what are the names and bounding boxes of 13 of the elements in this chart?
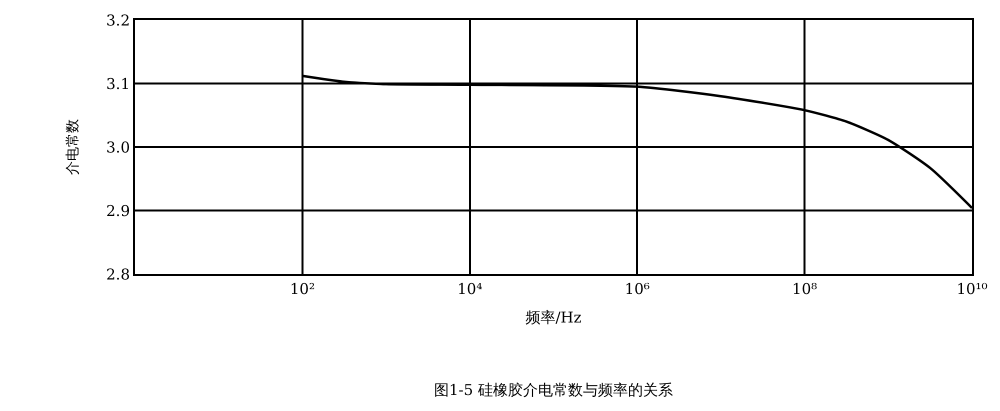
- y-tick-label: 2.9: [106, 202, 130, 220]
- x-tick-label: 10⁸: [792, 280, 818, 298]
- x-tick-label: 10¹⁰: [956, 280, 988, 298]
- y-tick-label: 3.0: [106, 138, 130, 156]
- y-tick-label: 3.2: [106, 11, 130, 30]
- x-tick-label: 10⁴: [457, 280, 482, 298]
- y-tick-label: 2.8: [106, 265, 130, 284]
- x-tick-label: 10²: [290, 280, 315, 298]
- caption: 图1-5 硅橡胶介电常数与频率的关系: [434, 381, 673, 399]
- y-axis-title: 介电常数: [65, 119, 82, 175]
- y-tick-label: 3.1: [106, 74, 130, 93]
- x-tick-label: 10⁶: [624, 280, 650, 298]
- x-axis-title: 频率/Hz: [525, 308, 582, 326]
